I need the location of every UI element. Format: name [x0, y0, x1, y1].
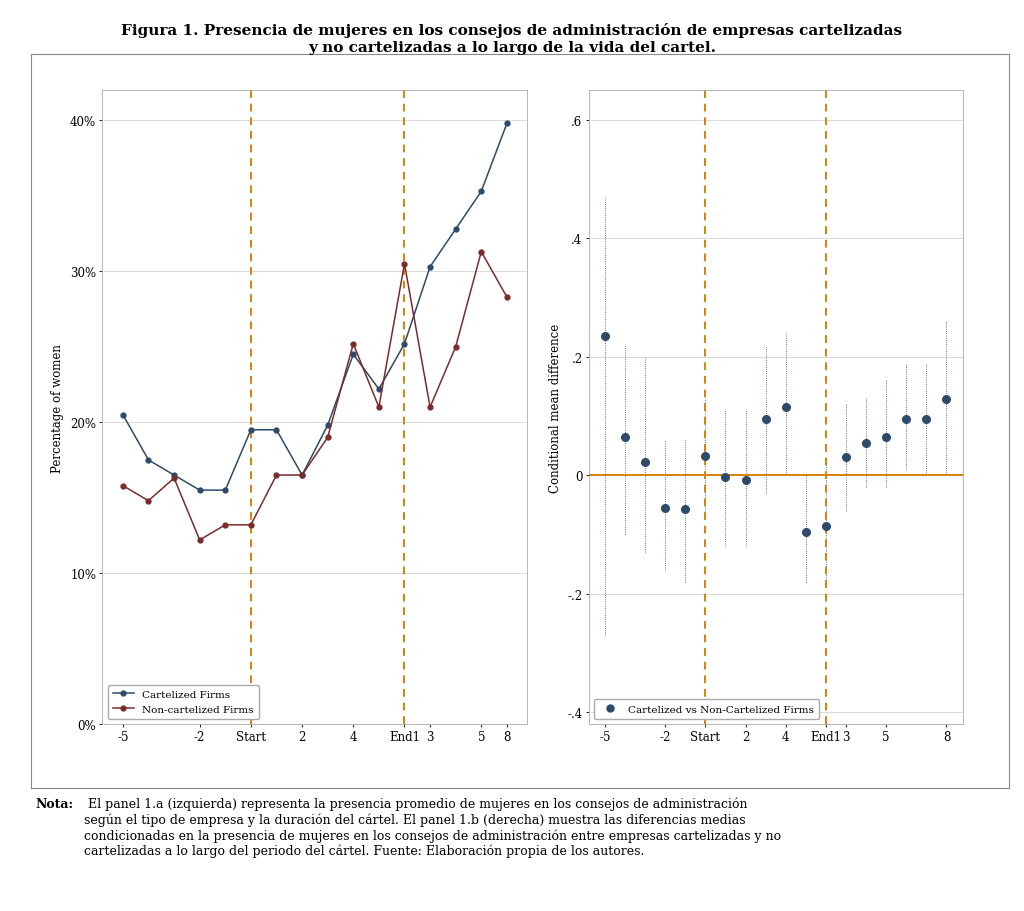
Legend: Cartelized Firms, Non-cartelized Firms: Cartelized Firms, Non-cartelized Firms	[108, 685, 259, 719]
Text: y no cartelizadas a lo largo de la vida del cartel.: y no cartelizadas a lo largo de la vida …	[308, 41, 716, 55]
Text: El panel 1.a (izquierda) representa la presencia promedio de mujeres en los cons: El panel 1.a (izquierda) representa la p…	[84, 797, 781, 857]
Y-axis label: Percentage of women: Percentage of women	[51, 343, 65, 472]
Y-axis label: Conditional mean difference: Conditional mean difference	[549, 323, 562, 492]
Legend: Cartelized vs Non-Cartelized Firms: Cartelized vs Non-Cartelized Firms	[594, 700, 819, 719]
Text: Nota:: Nota:	[36, 797, 74, 810]
Text: Figura 1. Presencia de mujeres en los consejos de administración de empresas car: Figura 1. Presencia de mujeres en los co…	[122, 23, 902, 37]
